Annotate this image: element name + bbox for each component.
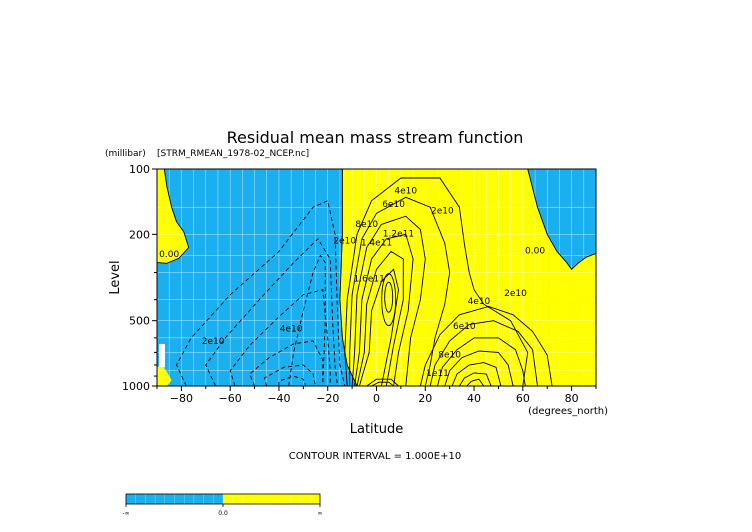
x-axis-title: Latitude bbox=[350, 422, 404, 437]
positive-region-surface bbox=[157, 365, 172, 386]
y-tick-label: 1000 bbox=[122, 380, 150, 393]
plot-area: 0.00 0.00 2e10 4e10 2e10 6e10 4e10 2e10 8e10 1.2e… bbox=[157, 169, 596, 386]
colorbar: -∞ 0.0 ∞ bbox=[122, 493, 323, 517]
y-tick-label: 500 bbox=[129, 315, 150, 328]
contour-label: 4e10 bbox=[394, 187, 417, 197]
y-axis: 100 200 500 1000 (millibar) Level bbox=[105, 149, 157, 393]
x-tick-label: −60 bbox=[219, 392, 242, 405]
contour-label: 0.00 bbox=[159, 250, 179, 260]
contours bbox=[157, 169, 596, 386]
x-axis: −80 −60 −40 −20 0 20 40 60 80(degrees_north) Lati… bbox=[156, 386, 608, 437]
contour-label: 1.2e11 bbox=[383, 230, 414, 240]
positive-region-south bbox=[157, 169, 189, 264]
contour-label: 2e10 bbox=[431, 206, 454, 216]
x-tick-label: 0 bbox=[373, 392, 380, 405]
y-axis-title: Level bbox=[108, 260, 123, 294]
x-tick-label: −80 bbox=[170, 392, 193, 405]
chart-subtitle: [STRM_RMEAN_1978-02_NCEP.nc] bbox=[157, 149, 309, 159]
contour-label: 2e10 bbox=[333, 236, 356, 246]
x-tick-label: 60 bbox=[516, 392, 530, 405]
contour-label: 6e10 bbox=[453, 322, 476, 332]
y-tick-label: 100 bbox=[129, 163, 150, 176]
contour-interval: CONTOUR INTERVAL = 1.000E+10 bbox=[289, 451, 461, 462]
positive-region-main bbox=[339, 169, 596, 386]
y-units: (millibar) bbox=[105, 149, 146, 159]
contour-label: 1e11 bbox=[426, 369, 449, 379]
contour-label: 8e10 bbox=[355, 220, 378, 230]
contour-label: 1.4e11 bbox=[361, 238, 392, 248]
x-tick-label: −40 bbox=[267, 392, 290, 405]
contour-label: 2e10 bbox=[504, 289, 527, 299]
colorbar-label: 0.0 bbox=[218, 510, 228, 517]
x-tick-label: 20 bbox=[418, 392, 432, 405]
colorbar-label: -∞ bbox=[122, 510, 129, 517]
x-tick-label: −20 bbox=[316, 392, 339, 405]
contour-label: 4e10 bbox=[280, 324, 303, 334]
contour-label: 2e10 bbox=[202, 337, 225, 347]
x-units: (degrees_north) bbox=[528, 406, 608, 417]
contour-label: 0.00 bbox=[525, 246, 545, 256]
missing-data bbox=[159, 343, 165, 368]
contour-label: 1.6e11 bbox=[354, 275, 385, 285]
contour-label: 8e10 bbox=[438, 351, 461, 361]
chart-title: Residual mean mass stream function bbox=[227, 128, 524, 147]
x-tick-label: 40 bbox=[467, 392, 481, 405]
x-tick-label: 80 bbox=[565, 392, 579, 405]
contour-labels: 0.00 0.00 2e10 4e10 2e10 6e10 4e10 2e10 8e10 1.2e… bbox=[159, 187, 545, 379]
y-tick-label: 200 bbox=[129, 228, 150, 241]
colorbar-label: ∞ bbox=[318, 510, 323, 517]
contour-label: 6e10 bbox=[382, 200, 405, 210]
contour-label: 4e10 bbox=[468, 297, 491, 307]
